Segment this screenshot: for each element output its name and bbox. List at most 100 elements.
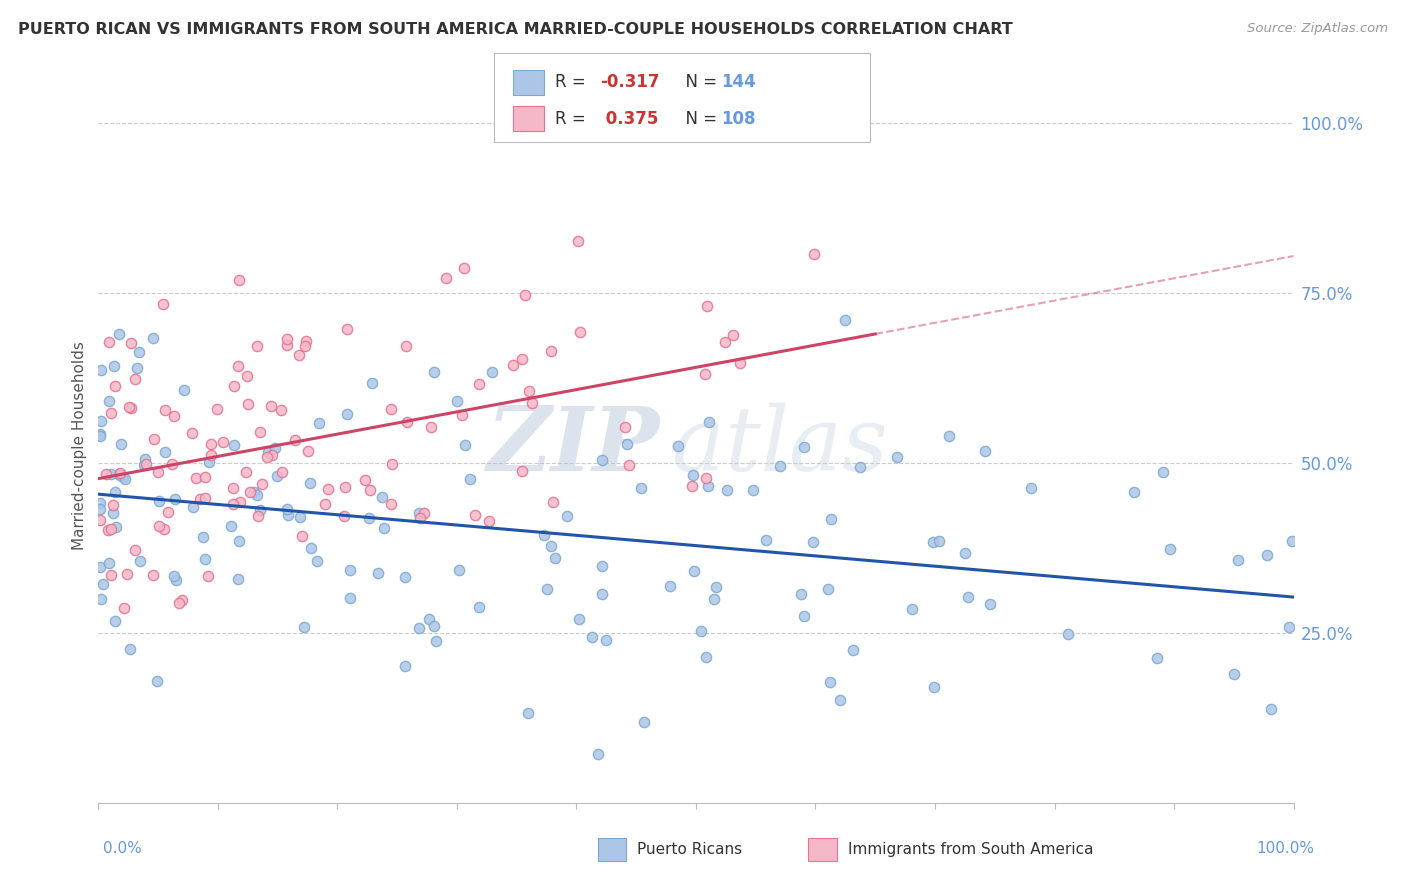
Point	[381, 457, 404, 471]
Point	[173, 383, 195, 397]
Point	[221, 497, 243, 511]
Text: PUERTO RICAN VS IMMIGRANTS FROM SOUTH AMERICA MARRIED-COUPLE HOUSEHOLDS CORRELAT: PUERTO RICAN VS IMMIGRANTS FROM SOUTH AM…	[18, 22, 1014, 37]
Point	[120, 401, 142, 415]
Point	[924, 680, 946, 694]
Point	[1021, 481, 1043, 495]
Point	[191, 530, 214, 544]
Point	[194, 552, 217, 566]
Text: R =: R =	[555, 73, 592, 92]
Point	[1152, 465, 1174, 479]
Point	[284, 434, 307, 448]
Text: 0.0%: 0.0%	[103, 841, 142, 856]
Point	[96, 467, 118, 481]
Point	[595, 632, 617, 647]
Text: N =: N =	[675, 73, 723, 92]
Point	[197, 455, 219, 469]
Point	[630, 481, 652, 495]
Point	[297, 443, 319, 458]
Point	[104, 520, 127, 534]
Point	[104, 614, 127, 628]
Point	[973, 443, 995, 458]
Point	[222, 481, 245, 495]
Point	[681, 478, 703, 492]
Point	[536, 582, 558, 596]
Point	[89, 502, 111, 516]
Point	[728, 356, 751, 370]
Point	[695, 649, 717, 664]
Point	[849, 459, 872, 474]
Point	[1278, 620, 1301, 634]
Text: Source: ZipAtlas.com: Source: ZipAtlas.com	[1247, 22, 1388, 36]
Point	[938, 429, 960, 443]
Point	[1256, 548, 1278, 562]
Point	[114, 472, 136, 486]
Point	[295, 334, 318, 348]
Point	[540, 344, 562, 359]
Point	[371, 490, 394, 504]
Point	[380, 497, 402, 511]
Point	[801, 534, 824, 549]
Point	[353, 474, 375, 488]
Point	[128, 344, 150, 359]
Point	[447, 563, 470, 577]
Point	[568, 325, 591, 339]
Point	[658, 579, 681, 593]
Point	[367, 566, 389, 580]
Text: R =: R =	[555, 110, 592, 128]
Point	[125, 361, 148, 376]
Point	[1281, 533, 1303, 548]
Point	[339, 591, 361, 605]
Point	[128, 553, 150, 567]
Point	[165, 491, 187, 506]
Point	[205, 401, 228, 416]
Point	[714, 335, 737, 350]
Point	[276, 501, 298, 516]
Point	[104, 484, 127, 499]
Point	[226, 359, 249, 374]
Point	[89, 427, 111, 442]
Point	[617, 458, 640, 472]
Point	[270, 403, 292, 417]
Point	[98, 334, 121, 349]
Point	[706, 580, 728, 594]
Point	[100, 522, 122, 536]
Point	[291, 528, 314, 542]
Point	[693, 368, 716, 382]
Point	[394, 659, 416, 673]
Point	[100, 467, 122, 482]
Point	[591, 452, 613, 467]
Point	[236, 368, 259, 383]
Point	[104, 378, 127, 392]
Point	[186, 471, 208, 485]
Point	[1159, 542, 1181, 557]
Point	[101, 498, 124, 512]
Point	[89, 560, 111, 574]
Point	[803, 247, 825, 261]
Text: Immigrants from South America: Immigrants from South America	[848, 842, 1094, 857]
Point	[120, 336, 142, 351]
Point	[614, 419, 637, 434]
Point	[423, 619, 446, 633]
Point	[236, 397, 259, 411]
Point	[591, 587, 613, 601]
Point	[817, 582, 839, 596]
Point	[117, 567, 139, 582]
Point	[742, 483, 765, 498]
Point	[380, 402, 402, 417]
Point	[716, 483, 738, 497]
Point	[235, 465, 257, 479]
Point	[108, 326, 131, 341]
Point	[226, 572, 249, 586]
Point	[112, 470, 135, 484]
Point	[152, 297, 174, 311]
Point	[190, 492, 212, 507]
Point	[124, 372, 146, 386]
Point	[901, 602, 924, 616]
Point	[409, 511, 432, 525]
Point	[222, 379, 245, 393]
Point	[842, 643, 865, 657]
Point	[124, 542, 146, 557]
Point	[228, 273, 250, 287]
Point	[591, 559, 613, 574]
Point	[396, 415, 419, 429]
